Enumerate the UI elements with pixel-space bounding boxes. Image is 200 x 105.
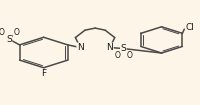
Text: Cl: Cl xyxy=(186,23,195,32)
Text: S: S xyxy=(6,35,12,44)
Text: O: O xyxy=(13,28,19,37)
Text: O: O xyxy=(126,51,132,60)
Text: N: N xyxy=(77,43,84,52)
Text: F: F xyxy=(41,69,46,78)
Text: O: O xyxy=(115,51,121,60)
Text: N: N xyxy=(107,43,113,52)
Text: S: S xyxy=(120,44,126,53)
Text: O: O xyxy=(0,28,5,37)
